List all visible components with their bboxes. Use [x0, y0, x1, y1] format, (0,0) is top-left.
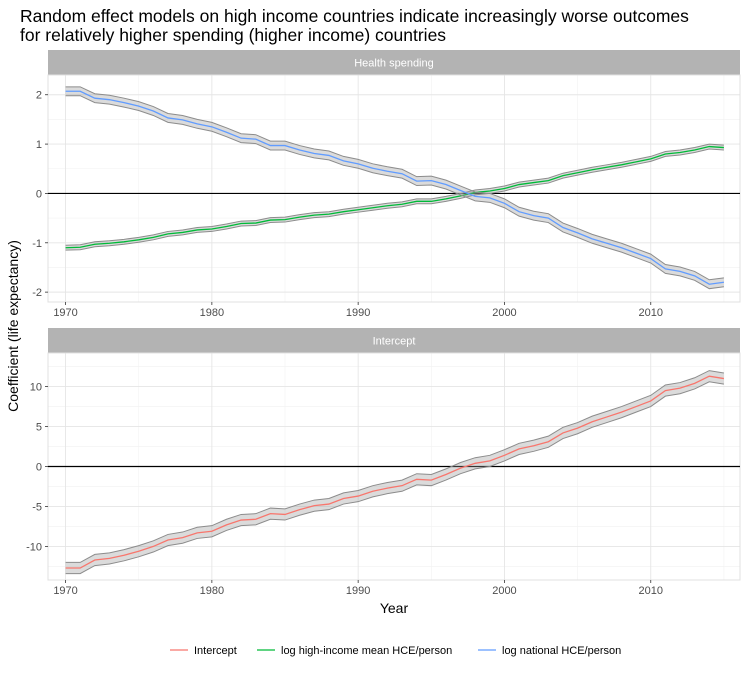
series-line-log-national-hce-person [65, 90, 724, 285]
legend-item-intercept: Intercept [170, 645, 237, 657]
y-tick-label: -10 [26, 541, 42, 553]
band-upper-edge [65, 370, 724, 563]
chart-title-line-2: for relatively higher spending (higher i… [20, 25, 446, 45]
panel-border [47, 74, 741, 303]
panel-strip-label: Intercept [373, 336, 416, 348]
confidence-band-intercept [65, 370, 724, 574]
panel-health-spending: Health spending 1970 1980 1990 2000 2010 -2 -1 0… [32, 50, 741, 319]
series-line-log-high-income-mean-hce-person [65, 145, 724, 249]
confidence-band-log-national-hce-person [65, 86, 724, 289]
panel-strip [48, 328, 740, 353]
band-lower-edge [65, 148, 724, 251]
plot-area [48, 75, 740, 302]
legend-label: Intercept [194, 645, 237, 657]
panel-strip [48, 50, 740, 75]
x-tick-label: 1980 [200, 307, 224, 319]
y-tick-label: -1 [32, 238, 42, 250]
x-tick-label: 1990 [346, 307, 370, 319]
x-tick-label: 2010 [639, 307, 663, 319]
x-tick-label: 1980 [200, 585, 224, 597]
y-axis-title: Coefficient (life expectancy) [5, 240, 21, 412]
panel-intercept: Intercept 1970 1980 1990 2000 2010 -10 -5 0 5 10 [26, 328, 741, 597]
band-lower-edge [65, 95, 724, 290]
y-tick-label: 1 [36, 139, 42, 151]
legend-label: log national HCE/person [502, 645, 621, 657]
y-tick-label: 0 [36, 462, 42, 474]
x-tick-label: 2000 [492, 307, 516, 319]
panel-strip-label: Health spending [354, 58, 434, 70]
chart-title-line-1: Random effect models on high income coun… [20, 6, 689, 26]
y-tick-label: 5 [36, 422, 42, 434]
y-tick-label: 2 [36, 90, 42, 102]
y-tick-label: -2 [32, 287, 42, 299]
legend: Intercept log high-income mean HCE/person… [170, 645, 621, 657]
y-tick-label: 0 [36, 188, 42, 200]
x-axis-title: Year [380, 600, 409, 616]
legend-label: log high-income mean HCE/person [281, 645, 452, 657]
y-tick-label: 10 [30, 382, 42, 394]
legend-item-log-national-hce-person: log national HCE/person [478, 645, 621, 657]
x-tick-label: 1970 [53, 585, 77, 597]
x-tick-label: 1970 [53, 307, 77, 319]
band-upper-edge [65, 86, 724, 281]
legend-item-log-high-income-mean-hce-person: log high-income mean HCE/person [257, 645, 452, 657]
x-tick-label: 1990 [346, 585, 370, 597]
series-line-intercept [65, 375, 725, 569]
band-upper-edge [65, 143, 724, 246]
x-tick-label: 2010 [639, 585, 663, 597]
x-tick-label: 2000 [492, 585, 516, 597]
band-lower-edge [65, 381, 724, 575]
y-tick-label: -5 [32, 501, 42, 513]
